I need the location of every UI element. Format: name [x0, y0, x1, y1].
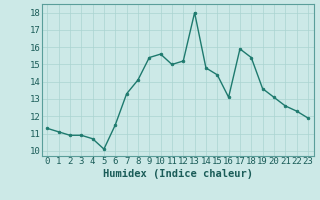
X-axis label: Humidex (Indice chaleur): Humidex (Indice chaleur) — [103, 169, 252, 179]
